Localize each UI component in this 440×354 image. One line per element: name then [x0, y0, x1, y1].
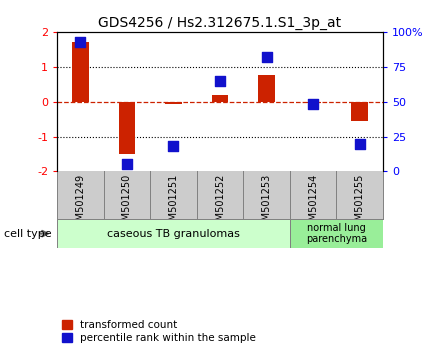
- Point: [124, 162, 131, 167]
- Point: [263, 54, 270, 60]
- Point: [77, 39, 84, 45]
- Legend: transformed count, percentile rank within the sample: transformed count, percentile rank withi…: [62, 320, 256, 343]
- FancyBboxPatch shape: [290, 219, 383, 248]
- Point: [170, 143, 177, 149]
- Bar: [352, 102, 368, 121]
- Text: caseous TB granulomas: caseous TB granulomas: [107, 229, 240, 239]
- Bar: [72, 42, 88, 102]
- Bar: [258, 75, 275, 102]
- Text: normal lung
parenchyma: normal lung parenchyma: [306, 223, 367, 244]
- Text: GSM501251: GSM501251: [169, 174, 179, 233]
- Point: [309, 102, 316, 107]
- Text: GSM501250: GSM501250: [122, 174, 132, 233]
- Text: GSM501253: GSM501253: [261, 174, 271, 233]
- Point: [216, 78, 224, 84]
- Text: GSM501252: GSM501252: [215, 174, 225, 233]
- Point: [356, 141, 363, 146]
- Text: cell type: cell type: [4, 229, 52, 239]
- Text: GDS4256 / Hs2.312675.1.S1_3p_at: GDS4256 / Hs2.312675.1.S1_3p_at: [99, 16, 341, 30]
- FancyBboxPatch shape: [57, 219, 290, 248]
- Bar: [305, 102, 321, 103]
- Bar: [119, 102, 135, 154]
- Text: GSM501249: GSM501249: [75, 174, 85, 233]
- Text: GSM501254: GSM501254: [308, 174, 318, 233]
- Bar: [212, 95, 228, 102]
- Text: GSM501255: GSM501255: [355, 174, 365, 233]
- Bar: [165, 102, 182, 104]
